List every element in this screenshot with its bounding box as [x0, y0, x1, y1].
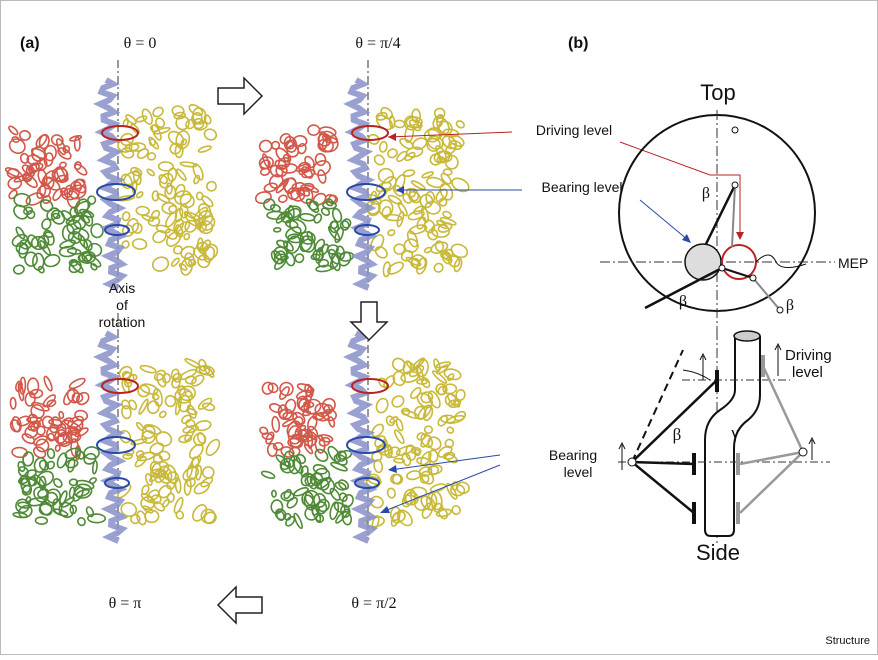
- angle-label: θ = π: [109, 595, 142, 612]
- angle-label: θ = π/2: [351, 595, 396, 612]
- annotation: level: [564, 464, 593, 480]
- annotation: Bearing level: [542, 179, 623, 195]
- angle-symbol: β: [673, 425, 682, 444]
- credit: Structure: [825, 635, 870, 647]
- annotation: level: [792, 364, 823, 381]
- view-title: Side: [696, 540, 740, 565]
- pivot: [628, 458, 636, 466]
- angle-label: θ = π/4: [355, 35, 400, 52]
- pivot: [799, 448, 807, 456]
- pivot: [750, 275, 756, 281]
- axis-label: of: [116, 297, 128, 313]
- angle-symbol: β: [679, 293, 687, 310]
- shaft-top: [734, 331, 760, 341]
- pivot: [732, 182, 738, 188]
- pivot: [777, 307, 783, 313]
- panel-label: (a): [20, 35, 40, 52]
- annotation: Driving: [785, 347, 832, 364]
- pivot: [732, 127, 738, 133]
- angle-symbol: β: [786, 297, 794, 314]
- view-title: Top: [700, 80, 735, 105]
- annotation: Bearing: [549, 447, 597, 463]
- angle-label: θ = 0: [124, 35, 157, 52]
- angle-symbol: γ: [730, 423, 739, 442]
- angle-symbol: β: [702, 185, 710, 202]
- panel-label: (b): [568, 35, 588, 52]
- axis-label: Axis: [109, 280, 135, 296]
- annotation: Driving level: [536, 122, 612, 138]
- pivot: [719, 265, 725, 271]
- figure: (a) (b) θ = 0 θ = π/4 θ = π θ = π/2 Axis…: [0, 0, 878, 655]
- axis-label: rotation: [99, 314, 146, 330]
- annotation: MEP: [838, 255, 868, 271]
- page: {"panel_a": {"label": "(a)", "frames": […: [0, 0, 878, 655]
- bearing-circle: [685, 244, 721, 280]
